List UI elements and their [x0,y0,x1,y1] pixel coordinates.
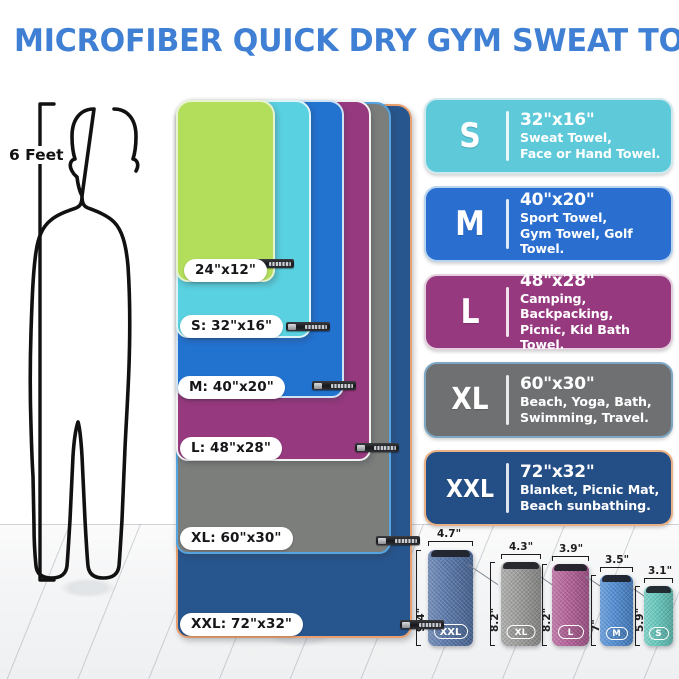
roll-badge-xl: XL [506,625,536,639]
hang-tag-icon-m [312,381,356,390]
legend-use-s-line1: Sweat Towel, [520,130,612,145]
page-title: MICROFIBER QUICK DRY GYM SWEAT TOWEL [14,23,679,59]
rolled-towel-lineup: XXL 4.7" 9.4" XL 4.3" 8.2" [406,528,679,676]
size-legend-list: S 32"x16" Sweat Towel, Face or Hand Towe… [424,98,673,538]
roll-height-xl: 8.2" [489,607,501,632]
legend-use-xxl-line1: Blanket, Picnic Mat, [520,482,660,497]
legend-divider-s [506,111,509,161]
towel-label-s: S: 32"x16" [180,315,284,338]
roll-width-xxl: 4.7" [437,528,462,540]
legend-dimensions-l: 48"x28" [520,270,595,291]
legend-card-xxl[interactable]: XXL 72"x32" Blanket, Picnic Mat, Beach s… [424,450,673,526]
towel-label-xl: XL: 60"x30" [180,527,293,550]
roll-width-xl: 4.3" [509,541,534,553]
legend-dimensions-s: 32"x16" [520,110,595,130]
roll-width-l: 3.9" [559,543,584,555]
legend-size-letter-xl: XL [451,382,489,417]
legend-use-m-line1: Sport Towel, [520,210,607,226]
roll-badge-m: M [605,627,628,640]
legend-divider-m [506,199,509,249]
legend-card-m[interactable]: M 40"x20" Sport Towel, Gym Towel, Golf T… [424,186,673,262]
hang-tag-icon-xl [376,536,420,545]
legend-size-letter-l: L [460,292,480,332]
legend-size-letter-s: S [459,116,481,156]
legend-dimensions-xxl: 72"x32" [520,462,595,482]
legend-dimensions-m: 40"x20" [520,190,595,211]
roll-width-m: 3.5" [605,554,630,566]
towel-label-xxl: XXL: 72"x32" [180,613,304,636]
legend-size-letter-m: M [455,204,485,244]
legend-card-l[interactable]: L 48"x28" Camping, Backpacking, Picnic, … [424,270,673,353]
legend-divider-l [506,287,509,337]
person-silhouette-icon [18,96,178,588]
legend-dimensions-xl: 60"x30" [520,374,595,394]
roll-height-s: 5.9" [634,607,646,632]
towel-label-mini: 24"x12" [184,259,268,282]
towel-label-l: L: 48"x28" [180,437,283,460]
legend-use-xl-line1: Beach, Yoga, Bath, [520,394,652,409]
roll-badge-l: L [557,625,584,639]
roll-badge-s: S [648,627,669,640]
hang-tag-icon-s [286,322,330,331]
legend-use-xl-line2: Swimming, Travel. [520,409,649,425]
legend-divider-xxl [506,463,509,513]
roll-height-m: 7" [590,619,602,632]
legend-use-l-line2: Picnic, Kid Bath Towel. [520,321,630,353]
legend-divider-xl [506,375,509,425]
towel-label-m: M: 40"x20" [178,376,285,399]
legend-use-s-line2: Face or Hand Towel. [520,145,661,161]
legend-size-letter-xxl: XXL [446,473,494,503]
hang-tag-icon-l [355,443,399,452]
legend-use-xxl-line2: Beach sunbathing. [520,497,651,513]
legend-card-s[interactable]: S 32"x16" Sweat Towel, Face or Hand Towe… [424,98,673,174]
scale-label: 6 Feet [6,146,67,164]
roll-height-l: 8.2" [541,607,553,632]
legend-use-l-line1: Camping, Backpacking, [520,290,614,322]
hang-tag-icon-xxl [400,620,444,629]
legend-use-m-line2: Gym Towel, Golf Towel. [520,225,633,257]
towel-layer-mini[interactable] [176,100,275,282]
roll-width-s: 3.1" [648,565,673,577]
legend-card-xl[interactable]: XL 60"x30" Beach, Yoga, Bath, Swimming, … [424,362,673,438]
